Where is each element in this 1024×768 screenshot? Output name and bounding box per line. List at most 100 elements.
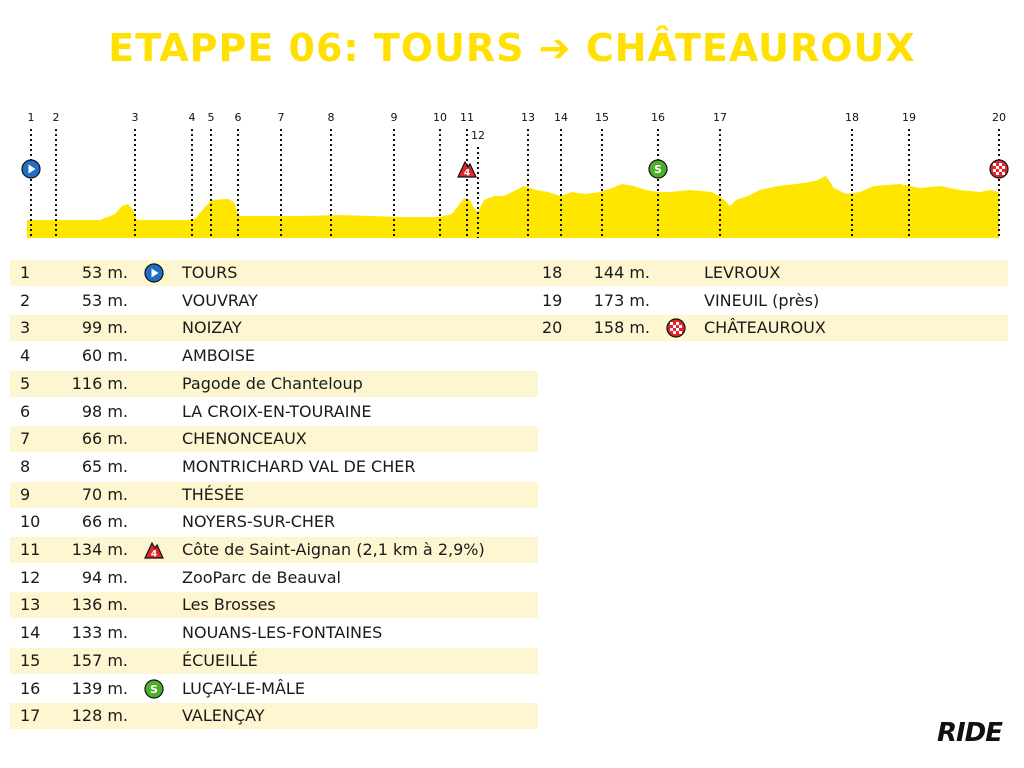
waypoint-elevation: 65 m. xyxy=(81,456,128,476)
elevation-profile-area xyxy=(27,176,999,238)
waypoint-row: 1 53 m. TOURS xyxy=(10,260,538,286)
waypoint-elevation: 158 m. xyxy=(593,318,650,338)
stage-title: ETAPPE 06: TOURS ➔ CHÂTEAUROUX xyxy=(108,26,916,70)
ride-logo: RIDE xyxy=(936,718,1003,748)
checkpoint-label: 8 xyxy=(328,111,335,124)
play-icon xyxy=(144,263,164,283)
waypoint-name: LA CROIX-EN-TOURAINE xyxy=(182,401,372,421)
checkpoint-label: 16 xyxy=(651,111,665,124)
waypoint-elevation: 139 m. xyxy=(71,678,128,698)
checkpoint-label: 12 xyxy=(471,129,485,142)
waypoint-number: 9 xyxy=(20,484,31,504)
waypoint-elevation: 70 m. xyxy=(81,484,128,504)
waypoint-elevation: 134 m. xyxy=(71,540,128,559)
waypoint-row: 7 66 m. CHENONCEAUX xyxy=(10,426,538,453)
waypoint-elevation: 53 m. xyxy=(81,263,128,282)
waypoint-name: ÉCUEILLÉ xyxy=(182,650,258,670)
checkered-flag-icon xyxy=(666,318,686,338)
waypoint-name: CHÂTEAUROUX xyxy=(704,318,826,338)
waypoint-row: 17 128 m. VALENÇAY xyxy=(10,703,538,730)
sprint-icon: S xyxy=(144,678,164,699)
checkpoint-label: 10 xyxy=(433,111,447,124)
waypoint-number: 8 xyxy=(20,456,31,476)
waypoint-number: 19 xyxy=(542,290,563,310)
checkpoint-label: 18 xyxy=(845,111,859,124)
waypoint-number: 15 xyxy=(20,650,41,670)
waypoint-row: 10 66 m. NOYERS-SUR-CHER xyxy=(10,509,538,535)
waypoint-name: Pagode de Chanteloup xyxy=(182,373,363,393)
checkpoint-label: 20 xyxy=(992,111,1006,124)
waypoint-row: 3 99 m. NOIZAY xyxy=(10,315,538,342)
play-icon xyxy=(21,159,41,179)
waypoint-number: 20 xyxy=(542,318,563,338)
waypoint-row: 6 98 m. LA CROIX-EN-TOURAINE xyxy=(10,399,538,425)
waypoint-elevation: 99 m. xyxy=(81,318,128,338)
waypoint-elevation: 136 m. xyxy=(71,595,128,615)
waypoint-row: 2 53 m. VOUVRAY xyxy=(10,288,538,314)
climb-cat4-icon: 4 xyxy=(457,160,477,179)
checkpoint-label: 13 xyxy=(521,111,535,124)
climb-cat4-icon: 4 xyxy=(144,540,164,560)
checkpoint-label: 1 xyxy=(28,111,35,124)
sprint-icon: S xyxy=(144,678,164,699)
checkpoint-label: 14 xyxy=(554,111,568,124)
waypoint-name: NOIZAY xyxy=(182,318,242,338)
checkered-flag-icon xyxy=(989,159,1009,179)
waypoint-number: 4 xyxy=(20,346,31,366)
waypoint-row: 11 134 m. 4 Côte de Saint-Aignan (2,1 km à … xyxy=(10,537,538,563)
waypoint-name: LUÇAY-LE-MÂLE xyxy=(182,678,305,698)
checkpoint-label: 17 xyxy=(713,111,727,124)
waypoint-name: MONTRICHARD VAL DE CHER xyxy=(182,456,416,476)
waypoint-number: 16 xyxy=(20,678,41,698)
waypoint-row: 9 70 m. THÉSÉE xyxy=(10,481,538,508)
waypoint-elevation: 53 m. xyxy=(81,290,128,310)
waypoint-name: VINEUIL (près) xyxy=(704,290,820,310)
svg-text:4: 4 xyxy=(464,169,470,179)
checkpoint-label: 5 xyxy=(208,111,215,124)
svg-text:S: S xyxy=(150,683,158,696)
waypoint-row: 19 173 m. VINEUIL (près) xyxy=(532,288,1008,314)
waypoint-number: 13 xyxy=(20,595,41,615)
waypoint-elevation: 60 m. xyxy=(81,346,128,366)
waypoint-row: 15 157 m. ÉCUEILLÉ xyxy=(10,647,538,674)
waypoint-number: 14 xyxy=(20,623,41,643)
checkpoint-label: 3 xyxy=(132,111,139,124)
waypoint-elevation: 94 m. xyxy=(81,567,128,587)
checkpoint-label: 19 xyxy=(902,111,916,124)
waypoint-row: 4 60 m. AMBOISE xyxy=(10,343,538,369)
waypoint-name: NOYERS-SUR-CHER xyxy=(182,512,336,532)
svg-text:S: S xyxy=(654,163,662,176)
waypoint-name: Côte de Saint-Aignan (2,1 km à 2,9%) xyxy=(182,540,485,559)
waypoint-name: VALENÇAY xyxy=(182,706,265,726)
checkpoint-label: 4 xyxy=(189,111,196,124)
waypoint-row: 16 139 m. S LUÇAY-LE-MÂLE xyxy=(10,676,538,702)
checkpoint-label: 6 xyxy=(235,111,242,124)
waypoint-row: 12 94 m. ZooParc de Beauval xyxy=(10,565,538,591)
waypoint-number: 1 xyxy=(20,263,31,282)
checkpoint-label: 7 xyxy=(278,111,285,124)
waypoint-elevation: 128 m. xyxy=(71,706,128,726)
waypoint-name: LEVROUX xyxy=(704,263,781,282)
waypoint-number: 11 xyxy=(20,540,41,559)
waypoint-name: VOUVRAY xyxy=(182,290,258,310)
waypoint-row: 5 116 m. Pagode de Chanteloup xyxy=(10,370,538,397)
waypoint-elevation: 66 m. xyxy=(81,512,128,532)
waypoint-name: TOURS xyxy=(182,263,238,282)
sprint-icon: S xyxy=(648,159,668,179)
waypoint-elevation: 144 m. xyxy=(593,263,650,282)
waypoint-elevation: 98 m. xyxy=(81,401,128,421)
waypoint-elevation: 157 m. xyxy=(71,650,128,670)
waypoint-number: 3 xyxy=(20,318,31,338)
svg-text:4: 4 xyxy=(151,550,157,560)
waypoint-elevation: 116 m. xyxy=(71,373,128,393)
waypoint-name: NOUANS-LES-FONTAINES xyxy=(182,623,383,643)
waypoint-number: 6 xyxy=(20,401,31,421)
waypoint-name: CHENONCEAUX xyxy=(182,429,307,449)
waypoint-name: Les Brosses xyxy=(182,595,276,615)
waypoint-elevation: 133 m. xyxy=(71,623,128,643)
climb-cat4-icon: 4 xyxy=(144,541,164,560)
checkpoint-label: 9 xyxy=(391,111,398,124)
waypoint-number: 7 xyxy=(20,429,31,449)
waypoint-number: 17 xyxy=(20,706,41,726)
